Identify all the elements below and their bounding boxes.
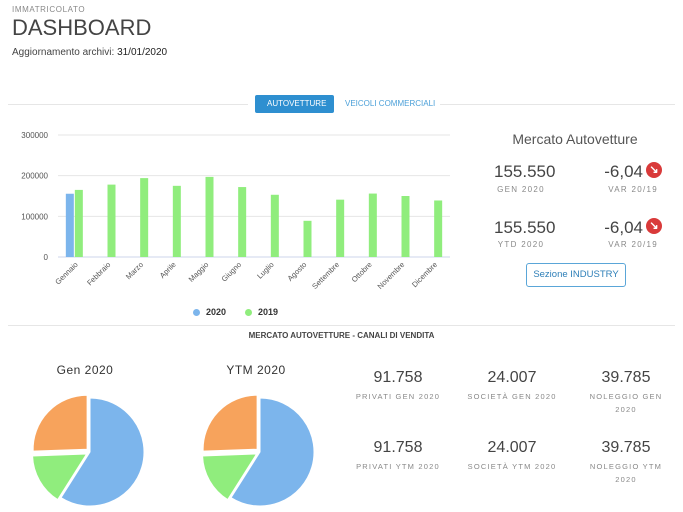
ytd-variation-label: VAR 20/19 bbox=[608, 240, 658, 249]
bar-2019-febbraio bbox=[107, 184, 116, 257]
stat-privati-gen-label: PRIVATI GEN 2020 bbox=[355, 392, 441, 401]
x-tick-label: Agosto bbox=[286, 260, 309, 283]
bar-2019-agosto bbox=[303, 220, 312, 257]
y-tick-label: 300000 bbox=[21, 131, 48, 140]
legend-label: 2020 bbox=[206, 307, 227, 317]
chart-x-ticks: Gennaio Febbraio Marzo Aprile Maggio Giugno Lu… bbox=[53, 260, 439, 291]
pie-slice-privati bbox=[60, 397, 145, 507]
stat-noleggio-gen: 39.785 bbox=[601, 369, 651, 386]
legend-swatch bbox=[193, 309, 200, 317]
archive-update-label: Aggiornamento archivi: bbox=[12, 47, 115, 58]
bar-2019-maggio bbox=[205, 176, 214, 257]
pie-chart-ytm bbox=[202, 394, 315, 507]
legend-label: 2019 bbox=[258, 307, 279, 317]
x-tick-label: Settembre bbox=[310, 260, 341, 291]
legend-swatch bbox=[245, 309, 252, 317]
pie-slice-società bbox=[32, 453, 88, 501]
archive-update-date: 31/01/2020 bbox=[117, 47, 168, 58]
pie-slice-privati bbox=[230, 397, 315, 507]
bar-2020-gennaio bbox=[65, 193, 74, 257]
stat-societa-gen-label: SOCIETÀ GEN 2020 bbox=[467, 392, 557, 401]
bar-2019-settembre bbox=[336, 199, 345, 257]
chart-bars bbox=[65, 176, 443, 257]
y-tick-label: 100000 bbox=[21, 212, 48, 221]
tab-veicoli-commerciali[interactable]: VEICOLI COMMERCIALI bbox=[345, 99, 436, 108]
sales-channel-pies bbox=[32, 394, 315, 507]
x-tick-label: Aprile bbox=[158, 260, 178, 280]
stat-privati-ytm: 91.758 bbox=[373, 439, 423, 456]
divider bbox=[8, 104, 248, 105]
bar-2019-marzo bbox=[140, 178, 149, 257]
archive-update: Aggiornamento archivi: 31/01/2020 bbox=[12, 47, 167, 58]
bar-2019-gennaio bbox=[74, 189, 83, 257]
pie-slice-noleggio bbox=[202, 394, 258, 452]
page-kicker: IMMATRICOLATO bbox=[12, 5, 86, 14]
pie-slice-società bbox=[202, 453, 258, 501]
ytd-variation-value: -6,04 bbox=[604, 218, 643, 237]
divider bbox=[440, 104, 675, 105]
chart-y-ticks: 0 100000 200000 300000 bbox=[21, 131, 48, 262]
bar-2019-dicembre bbox=[434, 200, 443, 257]
pie-title-gen: Gen 2020 bbox=[56, 363, 114, 377]
gen-value: 155.550 bbox=[494, 162, 556, 181]
x-tick-label: Gennaio bbox=[53, 260, 79, 286]
pie-slice-noleggio bbox=[32, 394, 88, 452]
stat-noleggio-gen-label: NOLEGGIO GEN 2020 bbox=[589, 392, 663, 414]
bar-2019-luglio bbox=[270, 194, 279, 257]
x-tick-label: Giugno bbox=[220, 260, 243, 283]
chart-grid bbox=[58, 134, 450, 258]
ytd-label: YTD 2020 bbox=[497, 240, 545, 249]
x-tick-label: Dicembre bbox=[410, 260, 439, 289]
arrow-down-icon: ↘ bbox=[646, 162, 662, 178]
stat-societa-ytm-label: SOCIETÀ YTM 2020 bbox=[467, 462, 557, 471]
bar-2019-ottobre bbox=[368, 193, 377, 257]
gen-label: GEN 2020 bbox=[497, 185, 545, 194]
bar-2019-giugno bbox=[238, 187, 247, 257]
y-tick-label: 0 bbox=[44, 253, 49, 262]
gen-variation: -6,04 ↘ bbox=[580, 162, 662, 182]
pie-chart-gen bbox=[32, 394, 145, 507]
x-tick-label: Febbraio bbox=[85, 260, 112, 287]
industry-section-button[interactable]: Sezione INDUSTRY bbox=[526, 263, 626, 287]
x-tick-label: Maggio bbox=[187, 260, 211, 284]
bar-2019-novembre bbox=[401, 196, 410, 257]
arrow-down-icon: ↘ bbox=[646, 218, 662, 234]
divider bbox=[8, 325, 675, 326]
pie-title-ytm: YTM 2020 bbox=[226, 363, 286, 377]
x-tick-label: Novembre bbox=[376, 260, 407, 291]
x-tick-label: Marzo bbox=[124, 260, 145, 281]
channels-title: MERCATO AUTOVETTURE - CANALI DI VENDITA bbox=[248, 331, 435, 340]
gen-variation-label: VAR 20/19 bbox=[608, 185, 658, 194]
monthly-bar-chart: 0 100000 200000 300000 Gennaio Febbraio Marzo… bbox=[21, 131, 450, 291]
bar-2019-aprile bbox=[172, 185, 181, 257]
tab-autovetture[interactable]: AUTOVETTURE bbox=[255, 95, 334, 113]
market-title: Mercato Autovetture bbox=[512, 131, 638, 147]
ytd-variation: -6,04 ↘ bbox=[580, 218, 662, 238]
stat-privati-ytm-label: PRIVATI YTM 2020 bbox=[356, 462, 440, 471]
stat-privati-gen: 91.758 bbox=[373, 369, 423, 386]
stat-societa-ytm: 24.007 bbox=[487, 439, 537, 456]
gen-variation-value: -6,04 bbox=[604, 162, 643, 181]
page-title: DASHBOARD bbox=[12, 15, 152, 40]
stat-societa-gen: 24.007 bbox=[487, 369, 537, 386]
y-tick-label: 200000 bbox=[21, 172, 48, 181]
legend-item-2020[interactable]: 2020 bbox=[193, 307, 226, 317]
legend-item-2019[interactable]: 2019 bbox=[245, 307, 278, 317]
ytd-value: 155.550 bbox=[494, 218, 556, 237]
stat-noleggio-ytm-label: NOLEGGIO YTM 2020 bbox=[589, 462, 663, 484]
stat-noleggio-ytm: 39.785 bbox=[601, 439, 651, 456]
x-tick-label: Luglio bbox=[255, 260, 276, 281]
x-tick-label: Ottobre bbox=[350, 260, 374, 284]
